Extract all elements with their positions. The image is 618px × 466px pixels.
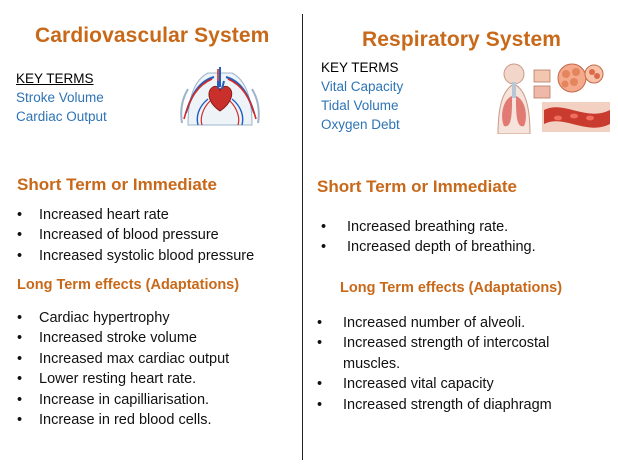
cardio-key-terms: KEY TERMS Stroke Volume Cardiac Output xyxy=(16,69,107,126)
cardio-short-term-list: Increased heart rate Increased of blood … xyxy=(17,205,297,267)
cardio-long-term-list: Cardiac hypertrophy Increased stroke vol… xyxy=(17,308,297,431)
resp-short-term-list: Increased breathing rate. Increased dept… xyxy=(321,217,611,258)
list-item: Increased strength of intercostal muscle… xyxy=(317,333,607,374)
cardiovascular-title: Cardiovascular System xyxy=(35,24,270,47)
list-item: Increase in red blood cells. xyxy=(17,410,297,431)
key-term: Tidal Volume xyxy=(321,98,399,113)
list-item: Increased systolic blood pressure xyxy=(17,246,297,267)
list-item: Increased of blood pressure xyxy=(17,225,297,246)
resp-short-term-heading: Short Term or Immediate xyxy=(317,177,517,196)
list-item: Increased vital capacity xyxy=(317,374,607,395)
list-item: Increased stroke volume xyxy=(17,328,297,349)
list-item: Lower resting heart rate. xyxy=(17,369,297,390)
key-terms-heading: KEY TERMS xyxy=(16,71,94,86)
respiratory-title: Respiratory System xyxy=(362,28,562,51)
key-term: Stroke Volume xyxy=(16,90,104,105)
cardio-short-term-heading: Short Term or Immediate xyxy=(17,175,217,194)
respiratory-system-illustration xyxy=(497,63,610,134)
resp-long-term-list: Increased number of alveoli. Increased s… xyxy=(317,313,607,415)
list-item: Increased heart rate xyxy=(17,205,297,226)
resp-long-term-heading: Long Term effects (Adaptations) xyxy=(340,280,563,296)
key-terms-heading: KEY TERMS xyxy=(321,60,399,75)
list-item: Increased depth of breathing. xyxy=(321,237,611,258)
key-term: Oxygen Debt xyxy=(321,117,400,132)
resp-key-terms: KEY TERMS Vital Capacity Tidal Volume Ox… xyxy=(321,58,403,134)
cardio-long-term-heading: Long Term effects (Adaptations) xyxy=(17,277,240,293)
list-item: Increased max cardiac output xyxy=(17,349,297,370)
list-item: Increased breathing rate. xyxy=(321,217,611,238)
heart-circulation-illustration xyxy=(180,67,260,126)
list-item: Increase in capilliarisation. xyxy=(17,390,297,411)
list-item: Cardiac hypertrophy xyxy=(17,308,297,329)
list-item: Increased strength of diaphragm xyxy=(317,395,607,416)
key-term: Vital Capacity xyxy=(321,79,404,94)
key-term: Cardiac Output xyxy=(16,109,107,124)
column-divider xyxy=(302,14,303,460)
list-item: Increased number of alveoli. xyxy=(317,313,607,334)
